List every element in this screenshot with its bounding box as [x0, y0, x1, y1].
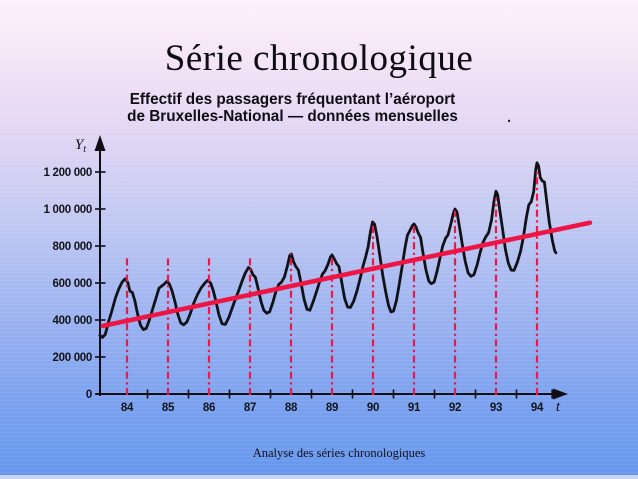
x-minor-ticks [146, 389, 553, 399]
x-tick-label: 91 [408, 402, 421, 414]
y-tick-label: 200 000 [53, 352, 92, 364]
y-axis-arrow-icon [94, 135, 106, 151]
y-tick-label: 800 000 [53, 241, 92, 253]
x-tick-label: 88 [285, 402, 298, 414]
seasonal-peak-dash-lines [125, 171, 539, 395]
x-tick-label: 86 [203, 402, 215, 414]
x-axis-arrow-icon [553, 388, 568, 400]
x-tick-label: 89 [326, 402, 338, 414]
trend-line [100, 220, 593, 329]
y-tick-label: 1 200 000 [44, 167, 92, 179]
x-tick-label: 92 [449, 402, 461, 414]
y-axis-label: Yt [75, 137, 86, 155]
x-tick-label: 94 [531, 402, 544, 414]
bottom-edge-strip [0, 475, 638, 479]
subtitle-line-2: de Bruxelles-National — données mensuell… [127, 108, 458, 125]
chart-subtitle: Effectif des passagers fréquentant l’aér… [35, 91, 550, 125]
x-tick-label: 85 [162, 402, 175, 414]
axes [94, 135, 568, 400]
subtitle-period-mark: . [507, 109, 512, 126]
y-tick-label: 400 000 [53, 315, 92, 327]
x-tick-label: 87 [244, 402, 256, 414]
y-tick-label: 0 [86, 389, 92, 401]
footer-text: Analyse des séries chronologiques [252, 446, 426, 460]
x-axis-label: t [556, 399, 561, 415]
axis-titles: Yt t [75, 137, 561, 415]
x-tick-label: 93 [490, 402, 502, 414]
slide-title: Série chronologique [164, 38, 474, 79]
x-tick-label: 90 [367, 402, 379, 414]
x-tick-label: 84 [121, 402, 134, 414]
subtitle-line-1: Effectif des passagers fréquentant l’aér… [129, 91, 456, 108]
y-tick-labels: 0 200 000 400 000 600 000 800 000 1 000 000 1 … [44, 167, 106, 401]
x-tick-labels: 84 85 86 87 88 89 90 91 92 93 94 [121, 402, 544, 414]
y-tick-label: 600 000 [53, 278, 92, 290]
y-tick-label: 1 000 000 [44, 204, 92, 216]
